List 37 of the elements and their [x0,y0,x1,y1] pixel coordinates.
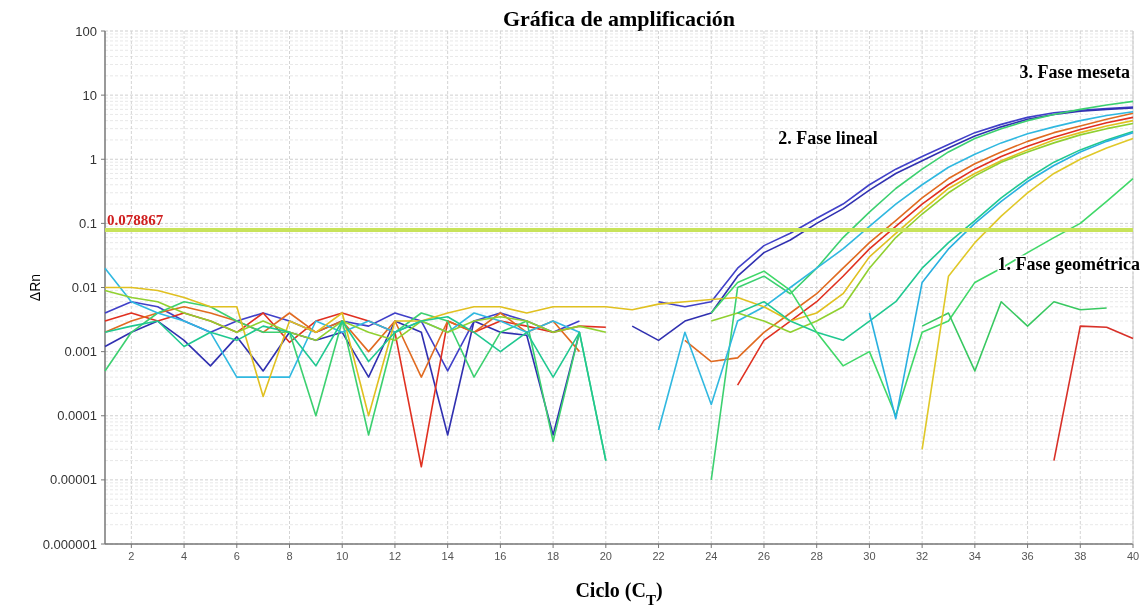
x-tick-label: 2 [128,550,135,562]
x-tick-label: 32 [916,550,929,562]
x-tick-label: 40 [1126,550,1140,562]
y-tick-label: 1 [89,151,97,167]
y-tick-label: 0.01 [71,280,97,296]
x-tick-label: 36 [1021,550,1034,562]
x-tick-label: 4 [181,550,188,562]
y-axis-title: ΔRn [27,273,43,302]
x-tick-label: 34 [968,550,981,562]
ref-line-label: 0.078867 [107,211,164,228]
x-tick-label: 20 [599,550,612,562]
x-tick-label: 14 [441,550,454,562]
line-series [1053,325,1134,462]
y-tick-label: 0.0001 [57,408,97,424]
y-tick-label: 0.001 [64,344,97,360]
y-tick-label: 100 [75,23,97,39]
x-tick-label: 22 [652,550,665,562]
x-tick-label: 12 [388,550,402,562]
x-tick-label: 26 [757,550,771,562]
x-tick-label: 10 [336,550,349,562]
x-tick-label: 16 [494,550,507,562]
annotation: 3. Fase meseta [1019,62,1130,83]
y-tick-label: 0.000001 [42,536,97,552]
y-tick-label: 0.1 [78,215,97,231]
annotation: 2. Fase lineal [778,128,878,149]
x-tick-label: 18 [546,550,560,562]
x-tick-label: 8 [286,550,293,562]
x-tick-label: 6 [233,550,240,562]
x-tick-label: 30 [863,550,876,562]
y-tick-label: 10 [82,87,97,103]
chart-title: Gráfica de amplificación [502,6,736,31]
x-tick-label: 28 [810,550,823,562]
line-series [921,300,1108,372]
x-tick-label: 38 [1074,550,1087,562]
x-tick-label: 24 [705,550,718,562]
y-tick-label: 0.00001 [50,472,97,488]
x-axis-title: Ciclo (C$_{T}$) [575,579,663,608]
